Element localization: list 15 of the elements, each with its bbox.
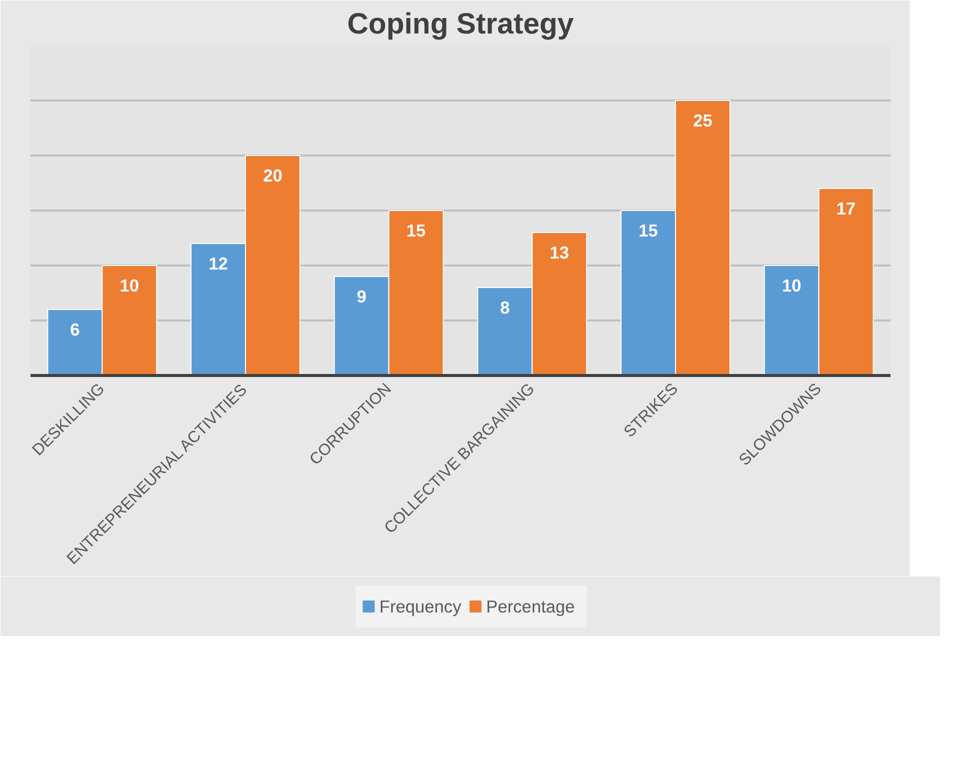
chart-title: Coping Strategy — [347, 8, 574, 40]
data-label: 20 — [263, 166, 282, 186]
data-label: 13 — [550, 242, 570, 262]
data-label: 15 — [638, 220, 658, 240]
data-label: 15 — [406, 220, 426, 240]
data-label: 10 — [120, 276, 140, 296]
legend-label: Frequency — [379, 596, 462, 616]
data-label: 17 — [836, 198, 856, 218]
data-label: 25 — [693, 110, 713, 130]
legend-label: Percentage — [486, 596, 575, 616]
data-label: 9 — [356, 286, 366, 306]
data-label: 6 — [70, 320, 80, 340]
data-label: 8 — [500, 298, 510, 318]
data-label: 12 — [208, 254, 228, 274]
data-label: 10 — [782, 276, 802, 296]
